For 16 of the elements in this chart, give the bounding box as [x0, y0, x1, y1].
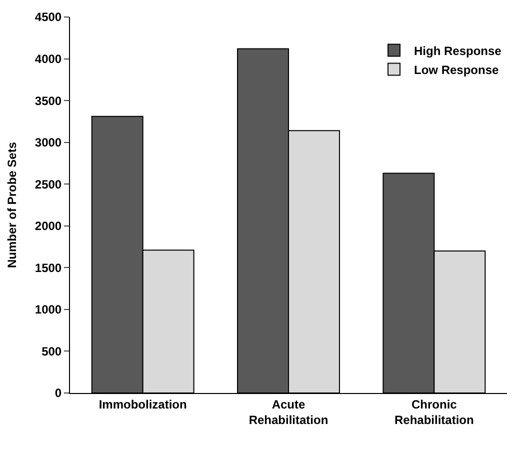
- x-tick-label: Immobolization: [98, 397, 187, 412]
- y-tick-label: 4500: [34, 10, 62, 24]
- y-tick-label: 0: [54, 386, 62, 400]
- legend-label: Low Response: [414, 62, 500, 77]
- y-tick-label: 3500: [34, 94, 62, 108]
- y-tick-label: 500: [42, 344, 62, 358]
- y-tick-label: 2000: [34, 219, 62, 234]
- y-tick-label: 4000: [34, 52, 62, 66]
- x-tick-label: Acute Rehabilitation: [248, 397, 328, 427]
- y-tick-label: 1000: [34, 302, 62, 317]
- y-axis-title: Number of Probe Sets: [5, 142, 20, 268]
- x-tick-label: Chronic Rehabilitation: [394, 397, 474, 427]
- legend-label: High Response: [414, 44, 502, 58]
- y-tick-label: 1500: [34, 260, 62, 275]
- y-tick-label: 2500: [34, 177, 62, 192]
- y-tick-label: 3000: [34, 136, 62, 150]
